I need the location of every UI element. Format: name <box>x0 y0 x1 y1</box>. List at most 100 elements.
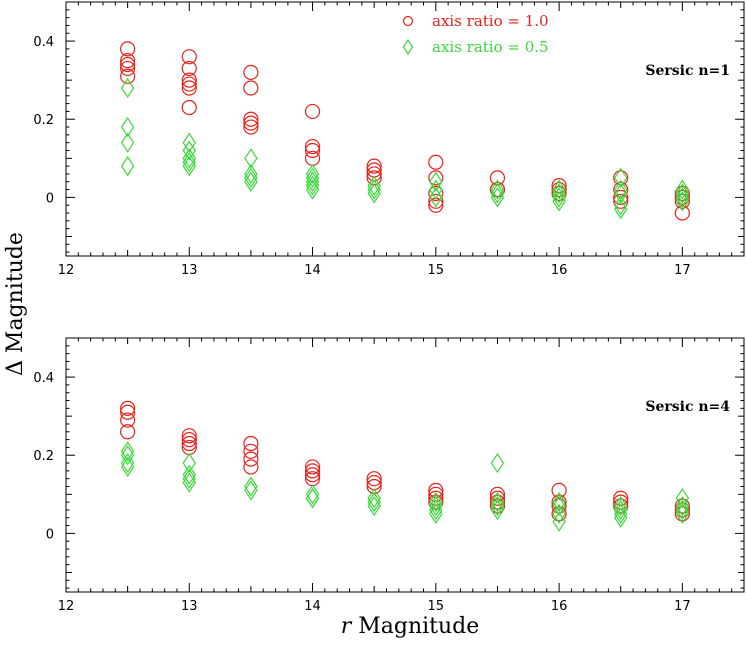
data-point-circle <box>366 162 382 178</box>
data-point-circle <box>120 60 136 77</box>
data-point-diamond <box>120 156 135 177</box>
series-diamond <box>120 77 690 220</box>
x-tick-label: 16 <box>551 599 568 614</box>
data-point-diamond <box>552 179 566 200</box>
data-point-diamond <box>429 187 443 208</box>
data-point-circle <box>304 467 321 483</box>
data-point-diamond <box>367 492 381 513</box>
data-point-diamond <box>305 167 320 188</box>
data-point-diamond <box>120 132 135 153</box>
data-point-circle <box>613 490 629 506</box>
data-point-diamond <box>244 163 258 185</box>
data-point-circle <box>489 498 506 514</box>
data-point-diamond <box>367 183 381 204</box>
data-point-diamond <box>614 507 628 528</box>
data-point-circle <box>674 193 690 209</box>
y-tick-label: 0 <box>46 191 54 206</box>
y-tick-label: 0.2 <box>33 449 54 464</box>
data-point-diamond <box>305 179 320 200</box>
series-circle <box>120 41 690 221</box>
data-point-diamond <box>367 488 381 509</box>
data-point-circle <box>366 166 382 182</box>
data-point-circle <box>366 471 382 487</box>
data-point-diamond <box>490 183 505 204</box>
data-point-diamond <box>244 167 258 188</box>
data-point-diamond <box>367 179 381 200</box>
data-point-diamond <box>305 488 320 509</box>
y-tick-label: 0 <box>46 527 54 542</box>
panel-label: Sersic n=1 <box>645 63 730 79</box>
data-point-circle <box>304 459 321 475</box>
data-point-circle <box>120 53 136 69</box>
data-point-diamond <box>120 441 135 462</box>
data-point-diamond <box>675 191 690 212</box>
data-point-diamond <box>490 179 505 200</box>
legend-circle-marker <box>402 15 414 27</box>
data-point-circle <box>243 80 259 96</box>
data-point-diamond <box>614 195 628 216</box>
data-point-diamond <box>244 148 258 169</box>
data-point-circle <box>181 99 197 116</box>
x-tick-label: 16 <box>551 263 568 278</box>
data-point-diamond <box>429 503 443 524</box>
legend-diamond-marker <box>402 38 414 56</box>
data-point-circle <box>243 115 259 131</box>
series-circle <box>120 400 690 522</box>
data-point-diamond <box>244 171 258 192</box>
data-point-diamond <box>675 495 690 517</box>
data-point-diamond <box>305 163 320 185</box>
data-point-circle <box>428 193 444 209</box>
data-point-circle <box>428 154 444 170</box>
data-point-circle <box>613 498 629 514</box>
data-point-circle <box>304 103 321 120</box>
data-point-diamond <box>429 492 443 513</box>
data-point-circle <box>428 185 444 202</box>
data-point-diamond <box>552 503 566 524</box>
plot-frame <box>65 1 745 257</box>
data-point-diamond <box>244 480 258 501</box>
data-point-diamond <box>182 468 196 489</box>
data-point-circle <box>243 119 259 135</box>
data-point-circle <box>674 185 690 202</box>
data-point-diamond <box>305 175 320 196</box>
data-point-diamond <box>305 171 320 192</box>
data-point-circle <box>428 494 444 510</box>
data-point-diamond <box>675 499 690 521</box>
data-point-circle <box>674 502 690 518</box>
data-point-diamond <box>182 156 196 177</box>
data-point-diamond <box>552 492 566 513</box>
data-point-diamond <box>367 495 381 517</box>
x-tick-label: 15 <box>428 263 445 278</box>
panel-1: 12 13 14 15 16 17 0 0.2 0.4 Sersic n=1 <box>33 1 745 278</box>
data-point-diamond <box>614 183 628 204</box>
data-point-circle <box>120 56 136 73</box>
data-point-diamond <box>120 77 135 99</box>
data-point-circle <box>181 80 197 96</box>
data-point-circle <box>304 138 321 155</box>
data-point-circle <box>551 185 567 202</box>
data-point-diamond <box>614 179 628 200</box>
data-point-circle <box>674 189 690 205</box>
plot-frame <box>65 337 745 593</box>
x-tick-label: 12 <box>58 263 75 278</box>
data-point-diamond <box>182 132 196 153</box>
data-point-circle <box>243 459 259 475</box>
data-point-diamond <box>552 183 566 204</box>
data-point-diamond <box>675 187 690 208</box>
data-point-diamond <box>552 511 566 532</box>
data-point-diamond <box>305 484 320 505</box>
data-point-diamond <box>675 183 690 204</box>
data-point-circle <box>489 490 506 506</box>
data-point-circle <box>243 111 259 127</box>
data-point-diamond <box>182 472 196 493</box>
data-point-circle <box>613 189 629 205</box>
data-point-circle <box>551 494 567 510</box>
y-tick-label: 0.4 <box>33 35 54 50</box>
data-point-diamond <box>429 179 443 200</box>
data-point-circle <box>120 41 136 57</box>
x-tick-label: 12 <box>58 599 75 614</box>
data-point-circle <box>181 60 197 77</box>
data-point-diamond <box>675 488 690 509</box>
